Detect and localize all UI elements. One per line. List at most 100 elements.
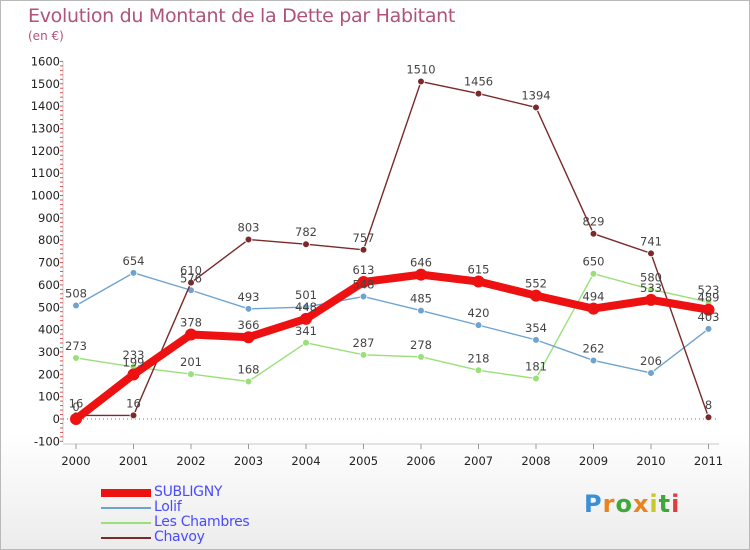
logo-letter: P: [584, 490, 603, 518]
data-label: 403: [698, 310, 720, 324]
x-tick-label: 2010: [636, 454, 665, 468]
y-tick-label: 600: [38, 278, 60, 292]
x-tick-label: 2002: [176, 454, 205, 468]
data-label: 576: [180, 271, 202, 285]
data-label: 654: [123, 254, 145, 268]
logo-letter: o: [615, 490, 633, 518]
y-tick-label: 1500: [31, 77, 60, 91]
logo-letter: t: [658, 490, 672, 518]
x-tick-label: 2004: [291, 454, 320, 468]
y-tick-label: 300: [38, 345, 60, 359]
x-tick-label: 2003: [234, 454, 263, 468]
legend-label: Lolif: [154, 499, 182, 515]
data-point: [185, 328, 197, 341]
data-label: 829: [583, 215, 605, 229]
legend-swatch: [101, 488, 151, 497]
data-point: [359, 292, 368, 301]
data-label: 199: [123, 356, 145, 370]
data-label: 613: [353, 263, 375, 277]
data-point: [244, 235, 253, 244]
data-point: [244, 305, 253, 313]
data-point: [359, 351, 368, 359]
logo-letter: i: [671, 490, 681, 518]
data-label: 580: [640, 270, 662, 284]
series-line: [72, 270, 713, 423]
data-point: [474, 89, 483, 98]
series-layer: [70, 77, 715, 425]
data-point: [187, 370, 195, 378]
data-point: [589, 229, 598, 238]
unit-label: (en €): [28, 29, 64, 43]
y-tick-label: 800: [38, 233, 60, 247]
data-label: 8: [705, 398, 712, 412]
legend-label: Chavoy: [154, 529, 205, 545]
data-point: [242, 331, 255, 344]
data-point: [474, 366, 483, 375]
data-label: 523: [698, 283, 720, 297]
data-label: 1394: [521, 88, 550, 102]
data-label: 1456: [464, 75, 493, 89]
data-label: 218: [468, 351, 490, 365]
legend-label: Les Chambres: [154, 514, 250, 530]
data-point: [474, 321, 483, 329]
data-label: 366: [238, 318, 260, 332]
data-label: 181: [525, 360, 547, 374]
y-tick-label: 1000: [31, 189, 60, 203]
y-tick-label: 500: [38, 300, 60, 314]
data-point: [417, 306, 425, 315]
data-point: [645, 293, 657, 306]
data-point: [532, 103, 540, 112]
logo-letter: r: [602, 490, 616, 518]
data-label: 552: [525, 277, 547, 291]
data-point: [359, 246, 368, 254]
data-point: [587, 302, 600, 315]
data-point: [300, 312, 312, 325]
data-label: 341: [295, 324, 317, 338]
y-tick-label: 100: [38, 390, 60, 404]
data-point: [417, 77, 425, 86]
data-label: 757: [353, 231, 375, 245]
logo-letter: i: [649, 490, 659, 518]
series-chavoy: [72, 77, 713, 422]
data-point: [70, 413, 82, 425]
data-point: [704, 413, 713, 422]
y-tick-label: -100: [34, 434, 60, 448]
data-label: 610: [180, 264, 202, 278]
x-tick-label: 2006: [406, 454, 435, 468]
data-point: [187, 278, 195, 287]
data-point: [302, 338, 310, 347]
data-point: [127, 368, 140, 381]
data-point: [72, 301, 80, 310]
y-tick-label: 900: [38, 211, 60, 225]
data-label: 201: [180, 355, 202, 369]
data-point: [417, 353, 425, 361]
data-label: 1510: [406, 63, 435, 77]
series-les-chambres: [72, 269, 713, 386]
data-label: 168: [238, 362, 260, 376]
data-label: 16: [126, 396, 141, 410]
y-tick-label: 0: [53, 412, 60, 426]
data-point: [589, 269, 598, 278]
x-tick-label: 2001: [119, 454, 148, 468]
data-label: 501: [295, 288, 317, 302]
data-label: 803: [238, 221, 260, 235]
y-tick-label: 1100: [31, 166, 60, 180]
logo-letter: x: [632, 490, 650, 518]
data-point: [472, 275, 485, 288]
y-tick-label: 700: [38, 256, 60, 270]
data-point: [589, 356, 598, 365]
data-label: 485: [410, 292, 432, 306]
data-point: [129, 269, 138, 277]
data-point: [302, 303, 310, 311]
y-tick-label: 1400: [31, 99, 60, 113]
data-point: [532, 374, 540, 383]
data-label: 533: [640, 281, 662, 295]
data-label: 646: [410, 256, 432, 270]
x-tick-label: 2008: [521, 454, 550, 468]
data-point: [302, 240, 310, 249]
chart-title: Evolution du Montant de la Dette par Hab…: [28, 5, 456, 27]
data-point: [647, 249, 655, 258]
data-label: 16: [69, 396, 84, 410]
x-tick-label: 2005: [349, 454, 378, 468]
data-label: 378: [180, 316, 202, 330]
